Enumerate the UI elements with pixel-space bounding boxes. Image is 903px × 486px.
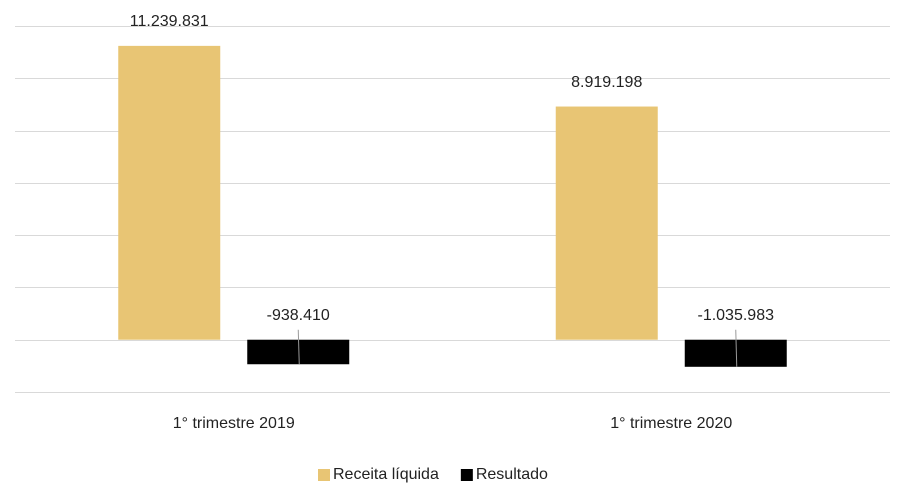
data-label: -1.035.983 [697,307,774,324]
data-label: -938.410 [267,307,330,324]
bar [118,45,221,340]
x-tick-label: 1° trimestre 2020 [610,415,732,432]
data-label: 11.239.831 [130,13,209,30]
leader-line [297,329,300,365]
legend-label: Receita líquida [333,466,439,483]
x-tick-label: 1° trimestre 2019 [173,415,295,432]
bar [555,106,658,340]
legend-swatch [460,469,473,481]
data-label: 8.919.198 [571,74,642,91]
legend-swatch [318,469,330,481]
leader-line [735,329,738,367]
legend-label: Resultado [476,466,548,483]
